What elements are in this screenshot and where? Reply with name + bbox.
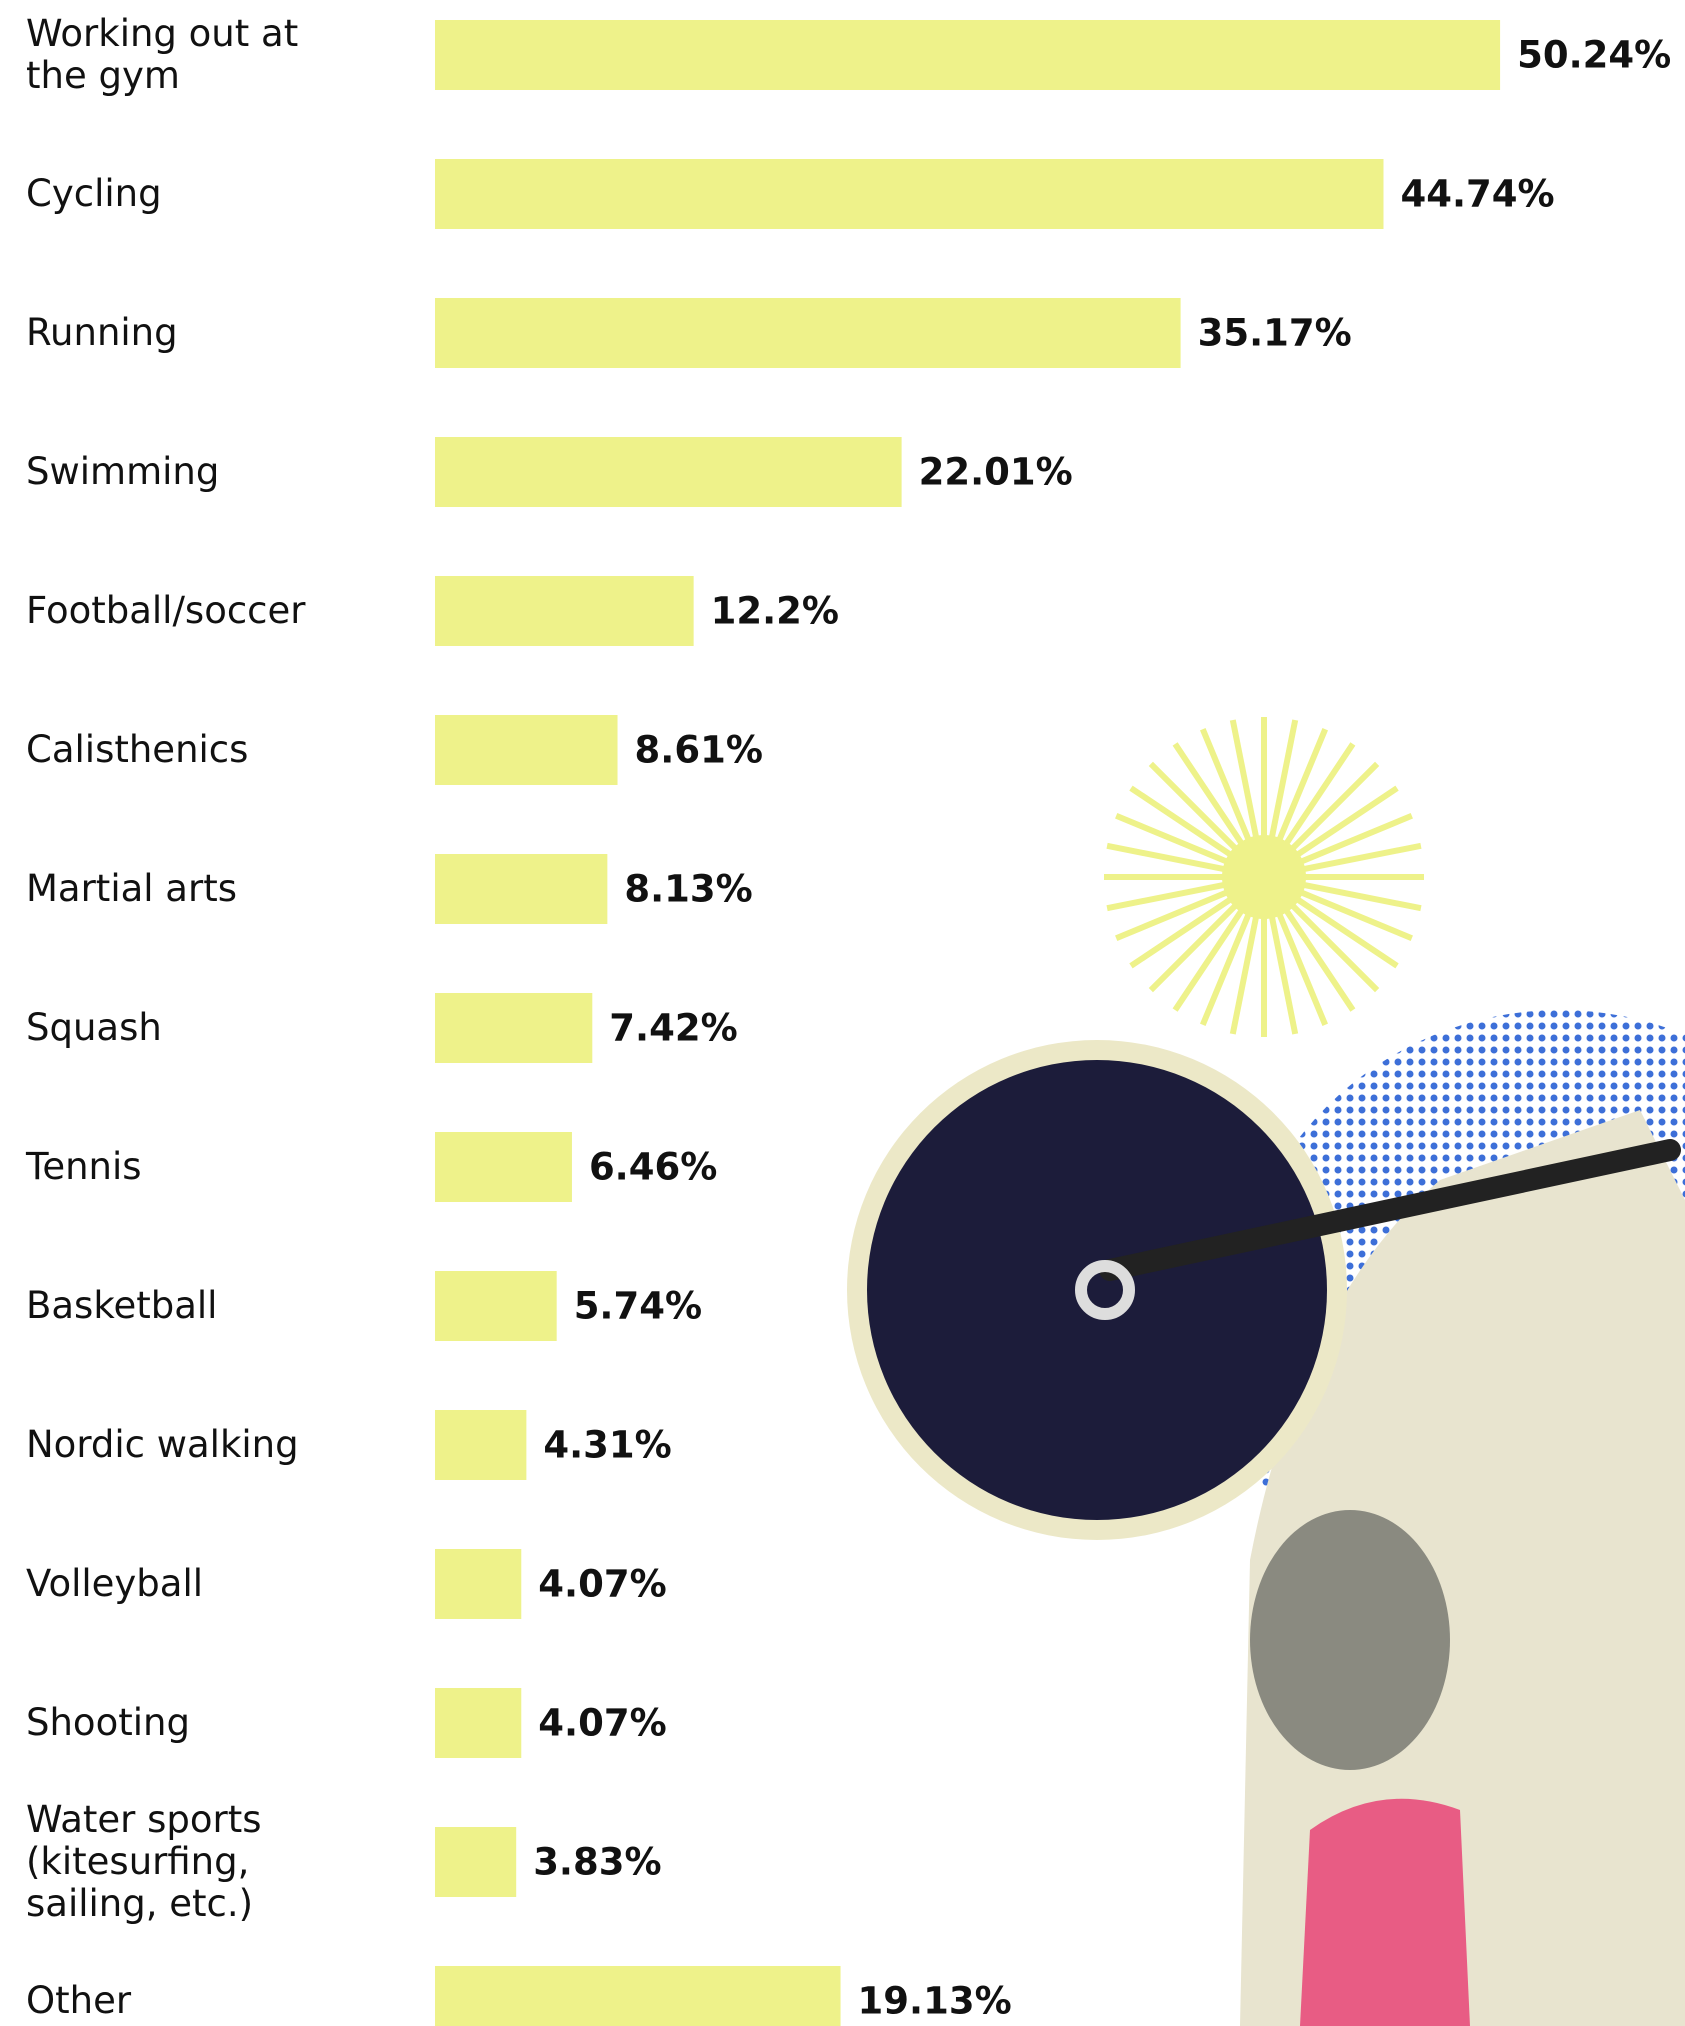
bar xyxy=(435,854,607,924)
category-label: Cycling xyxy=(26,173,326,215)
value-label: 7.42% xyxy=(609,1007,737,1050)
bar xyxy=(435,1549,521,1619)
value-label: 3.83% xyxy=(533,1841,661,1884)
bar xyxy=(435,298,1181,368)
bar xyxy=(435,159,1383,229)
bar xyxy=(435,1966,841,2026)
category-label: Football/soccer xyxy=(26,590,326,632)
category-label: Shooting xyxy=(26,1702,326,1744)
category-label: Swimming xyxy=(26,451,326,493)
bar xyxy=(435,1410,526,1480)
head xyxy=(1250,1510,1450,1770)
value-label: 50.24% xyxy=(1517,34,1671,77)
category-label: Running xyxy=(26,312,326,354)
bar xyxy=(435,576,694,646)
bar xyxy=(435,1271,557,1341)
bar xyxy=(435,1827,516,1897)
sun-core xyxy=(1222,835,1306,919)
value-label: 5.74% xyxy=(574,1285,702,1328)
value-label: 44.74% xyxy=(1400,173,1554,216)
plate xyxy=(867,1060,1327,1520)
value-label: 22.01% xyxy=(919,451,1073,494)
value-label: 8.61% xyxy=(635,729,763,772)
bar xyxy=(435,993,592,1063)
value-label: 4.07% xyxy=(538,1702,666,1745)
category-label: Working out at the gym xyxy=(26,13,326,97)
value-label: 4.31% xyxy=(543,1424,671,1467)
category-label: Water sports (kitesurfing, sailing, etc.… xyxy=(26,1799,326,1925)
bar xyxy=(435,715,618,785)
bar xyxy=(435,1132,572,1202)
category-label: Tennis xyxy=(26,1146,326,1188)
category-label: Volleyball xyxy=(26,1563,326,1605)
value-label: 8.13% xyxy=(624,868,752,911)
shirt xyxy=(1300,1799,1470,2026)
value-label: 6.46% xyxy=(589,1146,717,1189)
value-label: 12.2% xyxy=(711,590,839,633)
category-label: Squash xyxy=(26,1007,326,1049)
bar xyxy=(435,20,1500,90)
category-label: Martial arts xyxy=(26,868,326,910)
bar xyxy=(435,1688,521,1758)
value-label: 19.13% xyxy=(858,1980,1012,2023)
category-label: Other xyxy=(26,1980,326,2022)
value-label: 35.17% xyxy=(1198,312,1352,355)
illustration xyxy=(847,717,1685,2026)
page: 50.24% 44.74% 35.17% 22.01% 12.2% 8.61% 8.13% 7… xyxy=(0,0,1685,2026)
category-label: Calisthenics xyxy=(26,729,326,771)
category-label: Basketball xyxy=(26,1285,326,1327)
category-label: Nordic walking xyxy=(26,1424,326,1466)
value-label: 4.07% xyxy=(538,1563,666,1606)
bar xyxy=(435,437,902,507)
